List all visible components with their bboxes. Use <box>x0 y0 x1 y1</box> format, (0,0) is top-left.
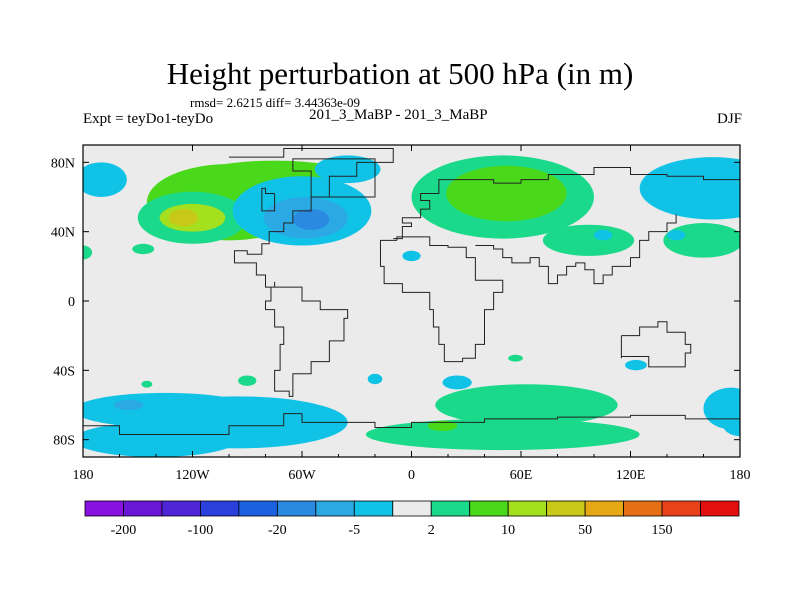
colorbar-label: -20 <box>268 523 287 538</box>
coastline <box>475 214 677 285</box>
coastline <box>292 158 376 198</box>
x-tick-label: 60E <box>510 468 533 483</box>
colorbar-label: -200 <box>111 523 137 538</box>
x-tick-label: 120E <box>616 468 646 483</box>
colorbar-swatch <box>661 500 701 517</box>
y-tick-label: 40N <box>51 226 75 241</box>
colorbar-swatch <box>315 500 355 517</box>
colorbar-swatch <box>584 500 624 517</box>
coastline <box>379 236 504 363</box>
colorbar-swatch <box>392 500 432 517</box>
coastline <box>83 413 740 435</box>
contour-blob <box>427 420 458 431</box>
x-tick-label: 120W <box>175 468 210 483</box>
colorbar-swatch <box>469 500 509 517</box>
contour-blob <box>292 209 330 230</box>
contour-blob <box>238 375 257 386</box>
colorbar-swatch <box>507 500 548 517</box>
x-tick-label: 60W <box>288 468 316 483</box>
y-tick-label: 80S <box>53 434 75 449</box>
x-tick-label: 180 <box>730 468 751 483</box>
stats-label: rmsd= 2.6215 diff= 3.44363e-09 <box>190 95 361 110</box>
colorbar-swatch <box>430 500 471 517</box>
contour-blob <box>83 162 127 197</box>
coastline <box>620 321 692 368</box>
contour-blob <box>168 209 198 227</box>
contour-blob <box>367 373 383 385</box>
coastline <box>229 147 394 397</box>
colorbar-swatch <box>238 500 278 517</box>
contour-blob <box>639 157 740 220</box>
contour-blob <box>508 354 523 362</box>
colorbar-label: 50 <box>578 523 592 538</box>
colorbar-label: -5 <box>348 523 360 538</box>
colorbar-swatch <box>84 500 124 517</box>
contour-blob <box>721 408 740 437</box>
contour-blob <box>594 229 613 241</box>
chart-title: Height perturbation at 500 hPa (in m) <box>166 56 634 91</box>
y-tick-label: 40S <box>53 364 75 379</box>
colorbar-label: 10 <box>501 523 515 538</box>
contour-blob <box>542 224 635 256</box>
coastline <box>393 167 740 240</box>
colorbar-swatch <box>276 500 317 517</box>
contour-blob <box>480 391 598 412</box>
contour-blob <box>83 422 239 457</box>
contour-blob <box>314 155 381 184</box>
colorbar-label: 2 <box>428 523 435 538</box>
y-tick-label: 80N <box>51 156 75 171</box>
coastline <box>261 187 276 212</box>
colorbar-swatch <box>123 500 163 517</box>
y-tick-label: 0 <box>68 295 75 310</box>
experiment-label: Expt = teyDo1-teyDo <box>83 111 214 127</box>
axes: 180 120W 60W 0 60E 120E 180 80N 40N 0 40S 80S <box>51 145 751 483</box>
contour-blob <box>114 399 144 411</box>
colorbar-label: -100 <box>188 523 214 538</box>
colorbar-swatch <box>700 500 740 517</box>
colorbar-swatch <box>353 500 394 517</box>
contour-blob <box>83 245 93 260</box>
colorbar-swatch <box>623 500 663 517</box>
season-label: DJF <box>716 111 742 127</box>
contour-blob <box>141 380 153 388</box>
contour-blob <box>132 243 155 255</box>
colorbar: -200 -100 -20 -5 2 10 50 150 <box>84 500 740 538</box>
contour-blob <box>402 250 421 262</box>
colorbar-label: 150 <box>652 523 673 538</box>
colorbar-swatch <box>546 500 586 517</box>
case-label: 201_3_MaBP - 201_3_MaBP <box>309 107 488 123</box>
contour-fills <box>83 155 740 457</box>
contour-blob <box>667 229 686 241</box>
contour-blob <box>365 418 640 451</box>
contour-blob <box>625 359 647 371</box>
contour-blob <box>442 375 472 390</box>
colorbar-swatch <box>161 500 201 517</box>
coastlines <box>83 147 740 435</box>
x-tick-label: 180 <box>73 468 94 483</box>
x-tick-label: 0 <box>408 468 415 483</box>
colorbar-swatch <box>200 500 240 517</box>
contour-blob <box>663 223 740 258</box>
